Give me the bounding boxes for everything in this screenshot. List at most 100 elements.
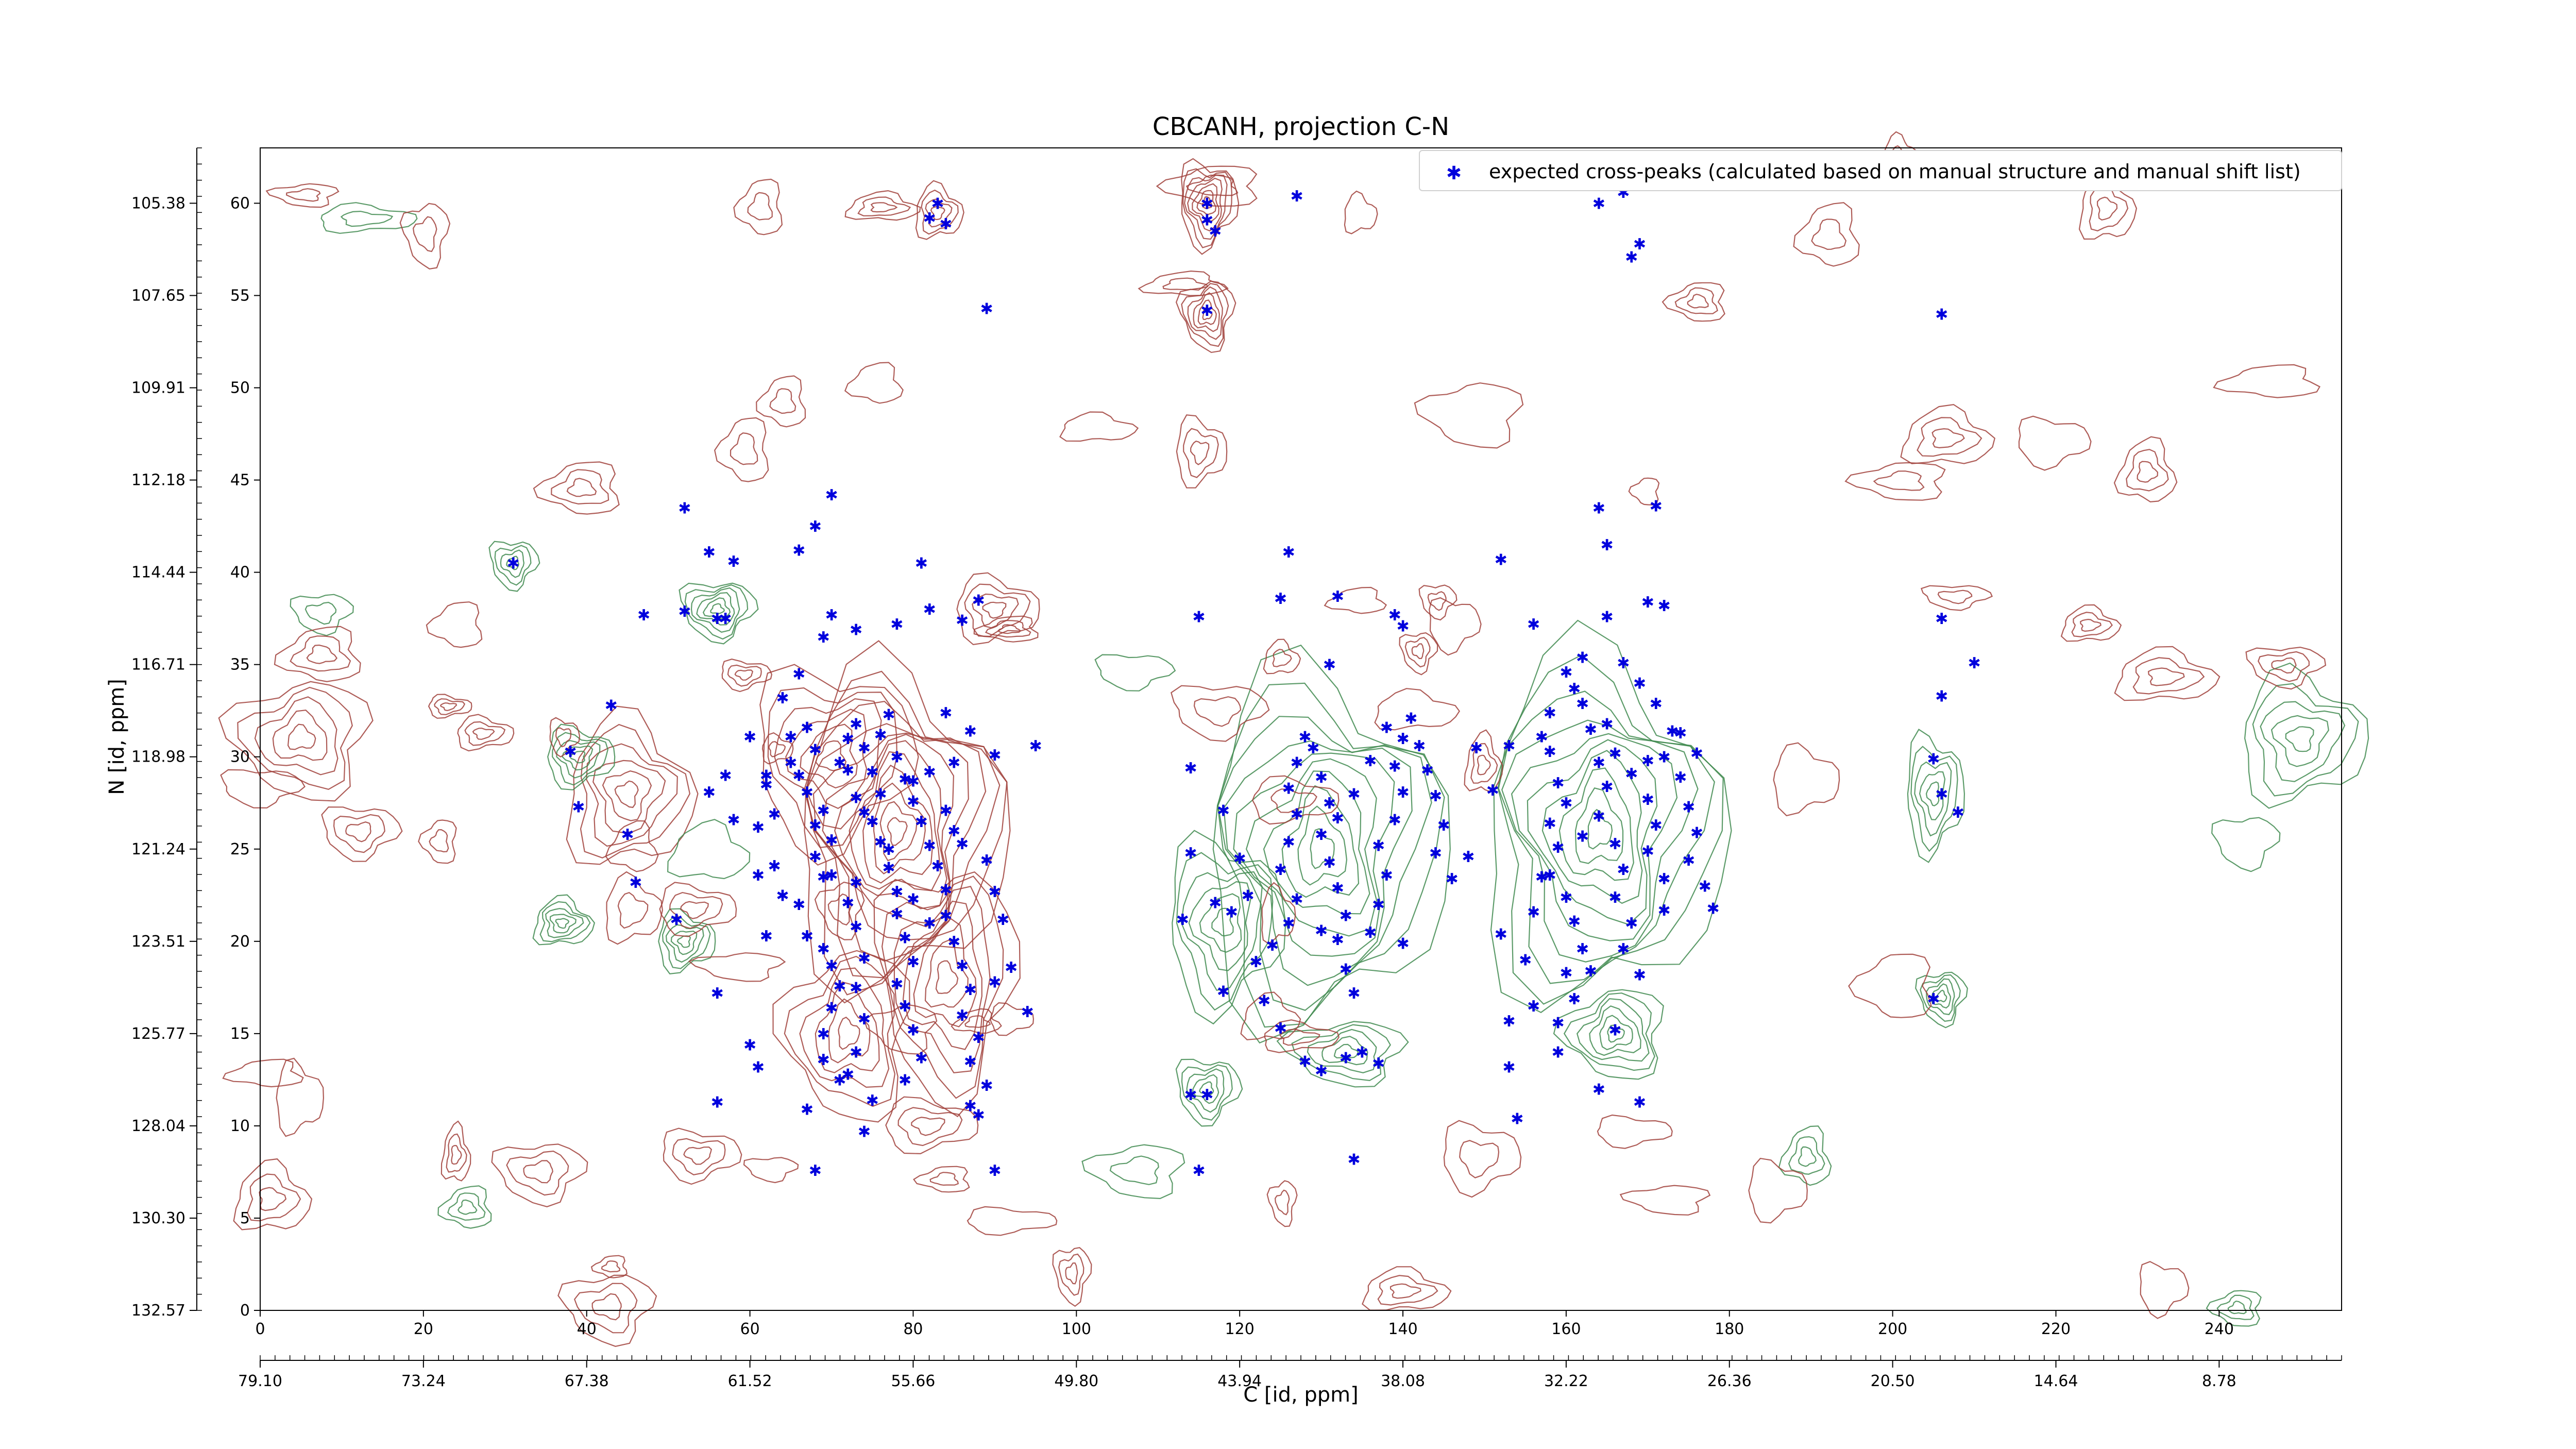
contour-line [743, 1157, 799, 1184]
peak-marker: ✱ [850, 621, 862, 639]
contour-line [1324, 586, 1387, 614]
peak-marker: ✱ [1192, 1162, 1205, 1180]
contour-line [1281, 785, 1360, 898]
y-tick-label: 45 [230, 471, 250, 490]
contour-line [306, 644, 338, 664]
peak-marker: ✱ [1380, 867, 1393, 885]
contour-line [1931, 428, 1965, 449]
peak-marker: ✱ [841, 730, 854, 748]
contour-line [964, 1015, 991, 1028]
contour-line [1470, 743, 1498, 784]
contour-line [569, 750, 586, 764]
contour-line [276, 1057, 325, 1137]
peak-marker: ✱ [923, 915, 936, 933]
peak-marker: ✱ [637, 606, 650, 625]
peak-marker: ✱ [1184, 760, 1197, 778]
contour-line [1628, 477, 1660, 506]
contour-line [1199, 1081, 1214, 1096]
contour-line [506, 1150, 569, 1196]
contour-line [1587, 808, 1613, 850]
contour-line [897, 1107, 963, 1147]
peak-marker: ✱ [825, 606, 838, 625]
contour-line [1279, 1029, 1320, 1046]
peak-marker: ✱ [1625, 765, 1638, 783]
contour-line [1199, 893, 1242, 953]
peak-marker: ✱ [1291, 806, 1303, 824]
contour-line [1464, 729, 1503, 793]
peak-marker: ✱ [923, 837, 936, 855]
peak-marker: ✱ [972, 592, 985, 610]
peak-marker: ✱ [1935, 688, 1948, 706]
peak-marker: ✱ [1674, 769, 1687, 787]
contour-line [340, 210, 394, 227]
peak-marker: ✱ [1291, 890, 1303, 908]
contour-line [1263, 638, 1301, 675]
peak-marker: ✱ [1650, 695, 1663, 713]
contour-line [1233, 752, 1395, 957]
contour-line [2139, 1261, 2190, 1319]
contour-line [539, 901, 591, 942]
peak-marker: ✱ [1576, 649, 1589, 667]
peak-marker: ✱ [1029, 737, 1042, 755]
contour-line [1212, 644, 1451, 1044]
x-tick-label: 200 [1878, 1320, 1907, 1338]
contour-line [1270, 788, 1317, 813]
contour-line [1052, 1247, 1092, 1307]
peak-marker: ✱ [1347, 985, 1360, 1003]
peak-marker: ✱ [1641, 594, 1654, 612]
peak-marker: ✱ [841, 1066, 854, 1084]
contour-line [412, 216, 437, 252]
contour-line [590, 1255, 628, 1278]
peak-marker: ✱ [1315, 826, 1328, 844]
contour-line [911, 1117, 945, 1136]
chart-title: CBCANH, projection C-N [1153, 112, 1449, 141]
peak-marker: ✱ [956, 612, 969, 630]
contour-line [1497, 654, 1724, 1005]
peak-marker: ✱ [1176, 911, 1189, 929]
peak-marker: ✱ [850, 1044, 862, 1062]
contour-line [2080, 618, 2102, 632]
peak-marker: ✱ [678, 603, 691, 621]
peak-marker: ✱ [1592, 195, 1605, 213]
peak-marker: ✱ [507, 555, 520, 573]
peak-marker: ✱ [711, 985, 724, 1003]
contour-line [925, 198, 953, 228]
contour-line [1321, 1036, 1368, 1066]
peak-marker: ✱ [972, 1029, 985, 1047]
peak-marker: ✱ [1650, 498, 1663, 516]
contour-line [1183, 428, 1219, 478]
peak-marker: ✱ [850, 874, 862, 892]
contour-line [1748, 1157, 1808, 1224]
peak-marker: ✱ [1657, 597, 1670, 615]
peak-marker: ✱ [809, 817, 822, 835]
peak-marker: ✱ [752, 867, 765, 885]
contour-line [1182, 168, 1232, 248]
peak-marker: ✱ [1560, 795, 1572, 813]
contour-layer [218, 131, 2369, 1347]
contour-line [814, 881, 865, 940]
peak-marker: ✱ [678, 499, 691, 517]
peak-marker: ✱ [939, 907, 952, 925]
contour-line [1919, 771, 1946, 820]
contour-line [913, 1166, 970, 1193]
peak-marker: ✱ [1617, 654, 1630, 672]
peak-marker: ✱ [1560, 889, 1572, 907]
contour-line [1576, 998, 1650, 1062]
peak-marker: ✱ [1935, 785, 1948, 803]
peak-marker: ✱ [1535, 728, 1548, 746]
peak-marker: ✱ [1315, 922, 1328, 940]
contour-line [1910, 746, 1958, 852]
contour-line [320, 202, 418, 234]
contour-line [447, 1192, 486, 1221]
contour-line [1187, 177, 1223, 232]
peak-marker: ✱ [1601, 778, 1614, 796]
peak-marker: ✱ [899, 1071, 911, 1089]
y-tick-label: 35 [230, 656, 250, 674]
peak-marker: ✱ [1690, 824, 1703, 843]
peak-marker: ✱ [882, 841, 895, 859]
peak-marker: ✱ [890, 749, 903, 767]
contour-line [500, 549, 525, 578]
contour-line [506, 555, 519, 570]
peak-marker: ✱ [939, 215, 952, 233]
